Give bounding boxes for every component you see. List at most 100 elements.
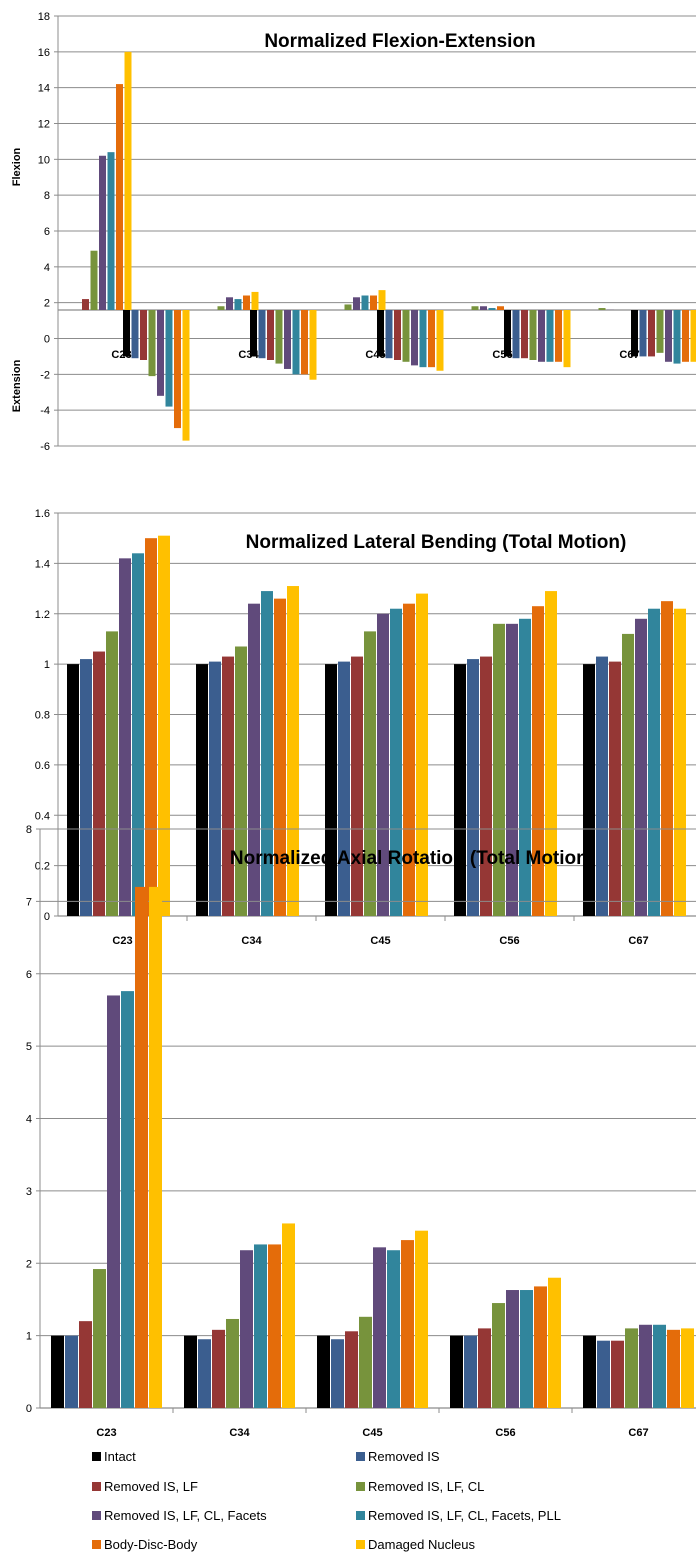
bar-flexion xyxy=(497,306,504,310)
bar xyxy=(401,1240,414,1408)
legend-swatch xyxy=(356,1540,365,1549)
bar-extension xyxy=(385,310,393,359)
bar xyxy=(653,1324,666,1408)
bar-flexion xyxy=(471,306,479,310)
bar-flexion xyxy=(107,152,115,310)
bar-flexion xyxy=(124,51,132,310)
bar-flexion xyxy=(217,306,225,310)
legend-swatch xyxy=(92,1540,101,1549)
bar xyxy=(635,618,647,916)
bar xyxy=(287,586,299,916)
bar xyxy=(506,623,518,916)
bar-extension xyxy=(165,310,173,407)
y-tick-label: 6 xyxy=(26,969,32,981)
bar-flexion xyxy=(378,290,386,310)
bar xyxy=(248,603,260,916)
legend: Intact Removed IS Removed IS, LF Removed IS… xyxy=(92,1449,561,1552)
bar-flexion xyxy=(251,291,259,310)
y-tick-label: 3 xyxy=(26,1186,32,1198)
bar xyxy=(450,1335,463,1408)
bar xyxy=(377,613,389,916)
legend-entry: Damaged Nucleus xyxy=(368,1537,475,1552)
category-label: C45 xyxy=(370,935,390,947)
bar xyxy=(467,659,479,916)
bar xyxy=(493,623,505,916)
bar xyxy=(106,631,118,916)
y-tick-label: 10 xyxy=(38,154,50,166)
bar-flexion xyxy=(480,306,487,310)
bar xyxy=(534,1286,547,1408)
bar xyxy=(198,1339,211,1408)
bar xyxy=(135,886,148,1408)
bar-extension xyxy=(284,310,291,369)
bar-extension xyxy=(258,310,266,359)
legend-entry: Removed IS, LF, CL xyxy=(368,1479,484,1494)
bar xyxy=(282,1223,295,1408)
bar xyxy=(667,1329,680,1408)
bar xyxy=(364,631,376,916)
bar xyxy=(209,661,221,916)
y-tick-label: 2 xyxy=(26,1258,32,1270)
bar xyxy=(226,1318,239,1408)
category-label: C67 xyxy=(628,935,648,947)
bar-extension xyxy=(428,310,435,368)
lateral-bending-chart: 0 0.2 0.4 0.6 0.8 1 1.2 1.4 1.6 C23 C34 C45 C56 C67 No… xyxy=(35,508,696,947)
bar-extension xyxy=(673,310,681,364)
bar-extension xyxy=(182,310,190,441)
y-tick-label: 7 xyxy=(26,896,32,908)
legend-entry: Removed IS, LF, CL, Facets xyxy=(104,1508,267,1523)
bar-extension xyxy=(682,310,689,362)
bar xyxy=(317,1335,330,1408)
bar xyxy=(548,1277,561,1408)
bar xyxy=(416,593,428,916)
bar-flexion xyxy=(598,308,606,310)
bar-extension xyxy=(131,310,139,359)
category-label: C67 xyxy=(628,1427,648,1439)
bar-extension xyxy=(301,310,308,375)
bar-extension xyxy=(275,310,283,364)
legend-swatch xyxy=(92,1482,101,1491)
bar xyxy=(359,1316,372,1408)
legend-entry: Removed IS, LF xyxy=(104,1479,198,1494)
bar xyxy=(261,591,273,916)
bar-extension xyxy=(157,310,164,396)
bar xyxy=(121,991,134,1408)
y-tick-label: 0.4 xyxy=(35,810,50,822)
bar xyxy=(596,656,608,916)
bar xyxy=(196,664,208,916)
bar xyxy=(65,1335,78,1408)
legend-swatch xyxy=(356,1482,365,1491)
bar xyxy=(674,608,686,916)
bar-flexion xyxy=(82,299,89,310)
bar-extension xyxy=(546,310,554,362)
category-label: C56 xyxy=(495,1427,515,1439)
bar-flexion xyxy=(90,250,98,310)
legend-swatch xyxy=(92,1511,101,1520)
bar-flexion xyxy=(488,308,496,310)
bar xyxy=(254,1244,267,1408)
bar xyxy=(235,646,247,916)
bar xyxy=(338,661,350,916)
y-tick-label: 8 xyxy=(44,190,50,202)
y-tick-label: 0.2 xyxy=(35,861,50,873)
bar-extension xyxy=(123,310,130,357)
bar xyxy=(583,1335,596,1408)
bar-extension xyxy=(631,310,638,357)
y-tick-label: 1 xyxy=(26,1331,32,1343)
bar-extension xyxy=(639,310,647,357)
bar xyxy=(639,1324,652,1408)
legend-entry: Intact xyxy=(104,1449,136,1464)
y-tick-label: 0 xyxy=(44,911,50,923)
legend-entry: Removed IS xyxy=(368,1449,440,1464)
bar xyxy=(51,1335,64,1408)
bar-extension xyxy=(555,310,562,362)
y-tick-label: 0.6 xyxy=(35,760,50,772)
legend-entry: Removed IS, LF, CL, Facets, PLL xyxy=(368,1508,561,1523)
bar xyxy=(119,558,131,916)
bar xyxy=(222,656,234,916)
bar xyxy=(373,1247,386,1408)
y-tick-label: -2 xyxy=(40,369,50,381)
bar-extension xyxy=(309,310,317,380)
